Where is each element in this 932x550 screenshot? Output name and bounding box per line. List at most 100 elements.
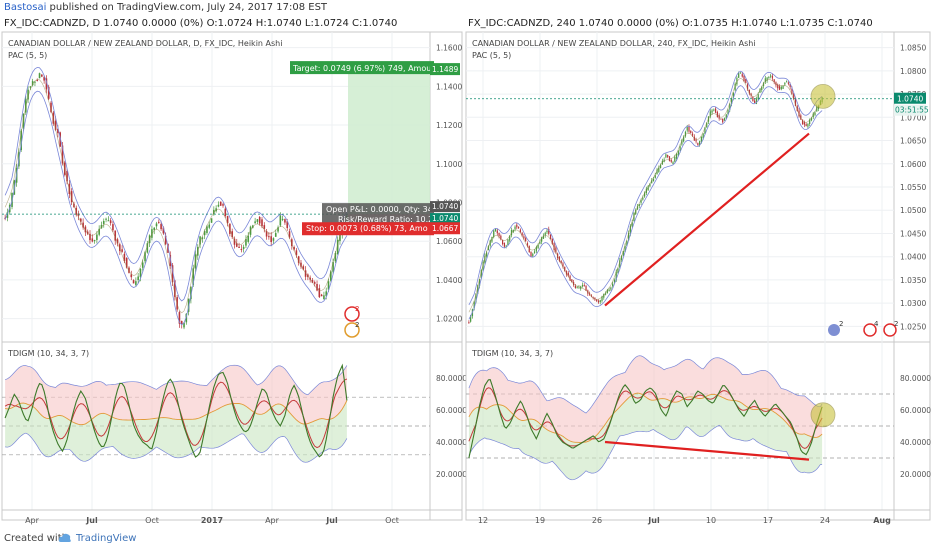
left-candle-body <box>217 204 220 207</box>
left-candle-body <box>102 221 105 225</box>
left-x-tick-label: 2017 <box>201 516 223 525</box>
right-y-tick-label: 1.0300 <box>900 299 926 308</box>
right-event-badge-count3: 4 <box>874 320 879 328</box>
right-candle-body <box>743 75 745 82</box>
left-candle-body <box>302 266 305 270</box>
left-candle-body <box>206 226 208 233</box>
left-candle-body <box>43 77 45 81</box>
right-symbol-line: FX_IDC:CADNZD, 240 1.0740 0.0000 (0%) O:… <box>468 18 873 29</box>
left-candle-body <box>272 238 275 241</box>
left-candle-body <box>297 256 300 263</box>
right-candle-body <box>761 86 763 90</box>
right-candle-body <box>677 151 679 156</box>
left-candle-body <box>268 236 270 238</box>
right-candle-body <box>778 86 781 90</box>
left-candle-body <box>109 220 112 224</box>
left-y-tick-label: 1.0200 <box>436 315 462 324</box>
right-osc-lower-band <box>468 393 823 480</box>
right-y-tick-label: 1.0800 <box>900 67 926 76</box>
left-stop-price: 1.0667 <box>432 224 458 233</box>
right-candle-body <box>690 130 692 133</box>
right-candle-body <box>539 241 541 244</box>
right-candle-body <box>812 113 814 118</box>
right-candle-body <box>764 78 766 83</box>
right-candle-body <box>736 77 738 85</box>
left-candle-body <box>100 224 103 229</box>
left-candle-body <box>201 237 204 239</box>
right-price-tag: 1.0740 <box>897 95 923 104</box>
left-candle-body <box>334 253 337 262</box>
right-candle-body <box>601 296 603 301</box>
right-candle-body <box>477 285 479 294</box>
right-candle-body <box>489 240 491 246</box>
right-candle-body <box>796 106 798 111</box>
left-candle-body <box>295 250 298 256</box>
right-countdown-bg <box>894 104 926 116</box>
right-candle-body <box>498 233 500 237</box>
right-candle-body <box>723 118 726 121</box>
left-candle-body <box>238 246 240 248</box>
left-osc-upper-line <box>4 364 348 396</box>
left-osc-lower-band <box>5 400 347 463</box>
right-candle-body <box>599 300 601 303</box>
left-event-flag-icon <box>344 306 360 322</box>
right-candle-body <box>702 133 704 139</box>
left-osc-label: TDIGM (10, 34, 3, 7) <box>7 349 89 358</box>
right-countdown: 03:51:55 <box>895 106 929 115</box>
left-candle-body <box>327 281 330 290</box>
right-candle-body <box>679 146 681 151</box>
right-candle-body <box>501 239 504 244</box>
left-candle-body <box>41 74 43 77</box>
right-candle-body <box>752 96 754 102</box>
right-candle-body <box>709 111 711 117</box>
right-candle-body <box>777 84 779 89</box>
right-candle-body <box>541 237 543 242</box>
right-candle-body <box>645 188 648 194</box>
right-candle-body <box>814 112 816 116</box>
right-pac-upper <box>468 70 823 306</box>
left-candle-body <box>256 219 259 222</box>
right-candle-body <box>532 253 534 257</box>
right-candle-body <box>670 159 672 162</box>
right-candle-body <box>496 230 498 233</box>
right-candle-body <box>514 226 516 230</box>
left-candle-body <box>61 145 64 164</box>
right-candle-body <box>553 243 555 250</box>
left-candle-body <box>96 234 98 240</box>
author-link[interactable]: Bastosai <box>4 2 47 13</box>
right-candle-body <box>604 293 607 295</box>
right-candle-body <box>686 127 688 131</box>
right-candle-body <box>493 230 495 237</box>
right-candle-body <box>564 266 566 272</box>
right-candle-body <box>732 92 734 99</box>
right-divergence-line <box>604 440 810 461</box>
right-candle-body <box>549 234 552 240</box>
left-candle-body <box>208 224 211 228</box>
left-candle-body <box>240 249 243 251</box>
right-candle-body <box>791 88 793 94</box>
right-x-tick-label: Aug <box>873 516 891 525</box>
left-candle-body <box>66 171 68 182</box>
left-candle-body <box>332 262 334 272</box>
tradingview-brand[interactable]: TradingView <box>76 533 137 544</box>
right-candle-body <box>706 122 708 128</box>
right-candle-body <box>562 263 564 267</box>
footer: Created with TradingView <box>0 530 932 550</box>
left-candle-body <box>242 246 245 249</box>
left-candle-body <box>192 268 195 286</box>
right-candle-body <box>640 199 642 203</box>
right-candle-body <box>720 118 722 120</box>
left-y-tick-label: 1.0600 <box>436 237 462 246</box>
left-candle-body <box>80 218 82 222</box>
left-candle-body <box>107 220 110 222</box>
left-candle-body <box>190 286 192 300</box>
left-osc-y-tick-label: 20.0000 <box>436 470 467 479</box>
left-pnl-box <box>322 203 434 226</box>
right-candle-body <box>482 262 484 271</box>
right-candle-body <box>658 167 660 172</box>
right-candle-body <box>784 82 786 85</box>
left-candle-body <box>91 238 94 242</box>
right-candle-body <box>642 197 644 200</box>
right-pac-mid <box>468 78 823 313</box>
